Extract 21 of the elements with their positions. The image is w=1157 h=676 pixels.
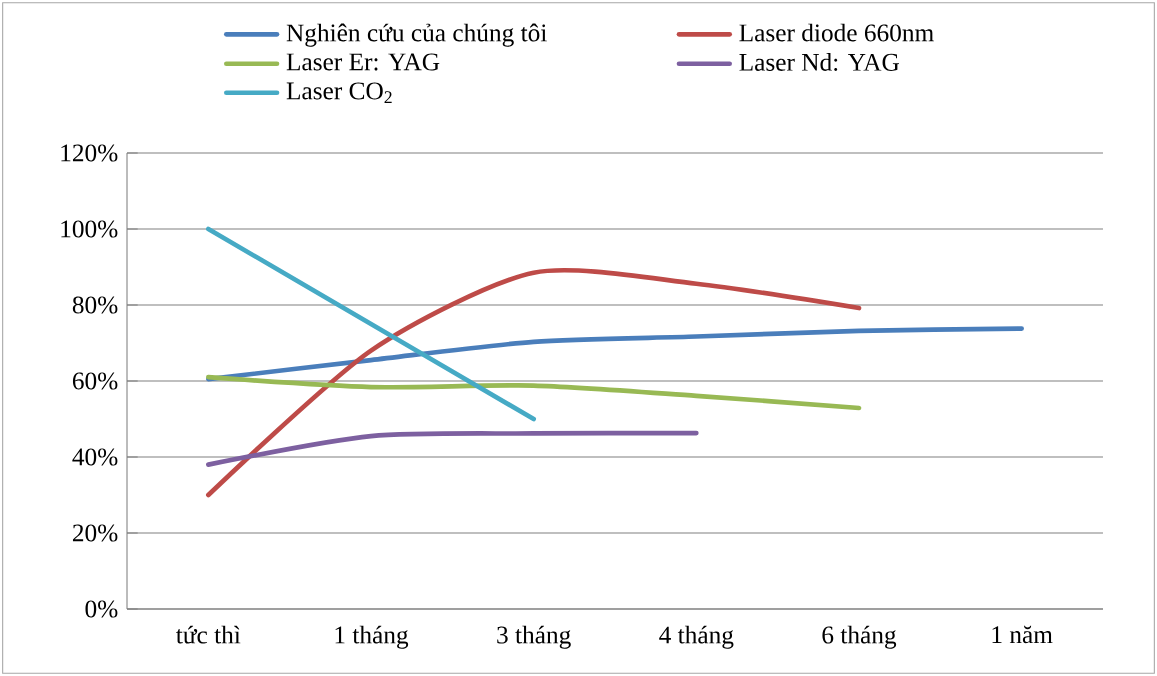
x-tick-label: tức thì xyxy=(176,625,241,644)
y-tick-label: 20% xyxy=(72,524,118,542)
x-tick-label: 1 tháng xyxy=(335,625,409,649)
x-tick-label: 1 năm xyxy=(992,625,1053,644)
legend-label: Laser diode 660nm xyxy=(739,23,934,42)
x-tick-label: 3 tháng xyxy=(497,625,571,649)
x-tick-label: 4 tháng xyxy=(659,625,734,649)
legend-label: Laser Nd: YAG xyxy=(739,53,900,71)
legend-label: Laser CO$_{2}$ xyxy=(286,82,392,103)
y-tick-label: 40% xyxy=(72,448,118,466)
line-series xyxy=(206,326,1025,382)
x-tick-label: 6 tháng xyxy=(822,625,897,649)
y-tick-label: 80% xyxy=(72,296,118,314)
legend-label: Nghiên cứu của chúng tôi xyxy=(286,23,547,47)
line-series xyxy=(206,430,699,467)
line-series xyxy=(206,374,862,411)
y-tick-label: 60% xyxy=(72,372,118,390)
y-tick-label: 0% xyxy=(85,600,118,618)
legend-label: Laser Er: YAG xyxy=(286,53,440,71)
y-tick-label: 100% xyxy=(61,220,118,238)
y-tick-label: 120% xyxy=(61,144,118,162)
